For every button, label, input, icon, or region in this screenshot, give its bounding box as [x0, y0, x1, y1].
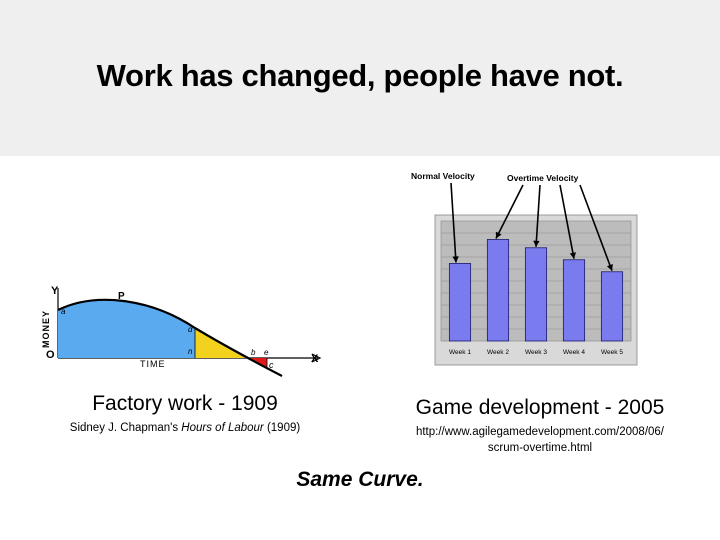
arrow-overtime-2: [535, 184, 541, 247]
title-band: [0, 0, 720, 156]
callout-arrows: [450, 182, 613, 272]
tick-label: Week 2: [487, 349, 509, 356]
slide-title: Work has changed, people have not.: [96, 58, 624, 93]
arrow-overtime-1: [495, 184, 524, 239]
arrow-overtime-3-head: [569, 252, 577, 259]
point-label-e: e: [264, 348, 269, 357]
tick-label: Week 5: [601, 349, 623, 356]
tick-labels: Week 1 Week 2 Week 3 Week 4 Week 5: [449, 349, 623, 356]
bar-week-4: [562, 259, 586, 342]
source-line-2: scrum-overtime.html: [487, 442, 593, 454]
tick-label: Week 1: [449, 349, 471, 356]
velocity-bar-chart: Normal Velocity Overtime Velocity Week 1…: [411, 171, 638, 366]
conclusion-text: Same Curve.: [296, 468, 424, 491]
point-label-p: P: [118, 291, 125, 302]
factory-curve-diagram: O Y X MONEY TIME a P d n b e c: [41, 285, 322, 377]
x-axis-letter: X: [311, 353, 319, 365]
arrow-overtime-4-head: [606, 264, 613, 271]
origin-label: O: [46, 349, 55, 361]
credit-prefix: Sidney J. Chapman's: [69, 422, 182, 434]
arrow-normal-velocity: [450, 182, 457, 263]
arrow-overtime-2-head: [533, 240, 540, 247]
arrow-normal-velocity-head: [452, 256, 459, 263]
y-axis-label: MONEY: [41, 310, 51, 348]
credit-book: Hours of Labour: [181, 422, 264, 434]
arrow-overtime-3: [559, 184, 575, 259]
arrow-overtime-1-head: [495, 231, 502, 239]
normal-velocity-label: Normal Velocity: [411, 171, 475, 181]
productivity-curve: [57, 298, 283, 377]
x-axis-label: TIME: [140, 359, 166, 369]
tick-label: Week 4: [563, 349, 585, 356]
source-line-1: http://www.agilegamedevelopment.com/2008…: [415, 426, 665, 438]
point-label-n: n: [188, 347, 193, 356]
point-label-c: c: [269, 360, 274, 370]
factory-credit: Sidney J. Chapman's Hours of Labour (190…: [40, 420, 330, 436]
tick-label: Week 3: [525, 349, 547, 356]
gamedev-source: http://www.agilegamedevelopment.com/2008…: [380, 424, 700, 456]
overtime-velocity-label: Overtime Velocity: [507, 173, 579, 183]
bar-week-5: [600, 271, 624, 342]
point-label-b: b: [251, 348, 256, 357]
point-label-d: d: [188, 325, 193, 334]
credit-suffix: (1909): [263, 422, 301, 434]
x-axis-arrow: [311, 353, 322, 363]
bar-week-2: [486, 239, 510, 342]
bar-series: [448, 239, 624, 342]
bar-week-3: [524, 247, 548, 342]
arrow-overtime-4: [579, 184, 613, 272]
diminishing-area: [195, 328, 248, 358]
point-label-a: a: [61, 307, 66, 316]
y-axis-letter: Y: [51, 285, 59, 297]
gamedev-caption: Game development - 2005: [415, 396, 665, 419]
positive-area: [58, 299, 195, 358]
bar-week-1: [448, 263, 472, 342]
factory-caption: Factory work - 1909: [92, 392, 278, 415]
